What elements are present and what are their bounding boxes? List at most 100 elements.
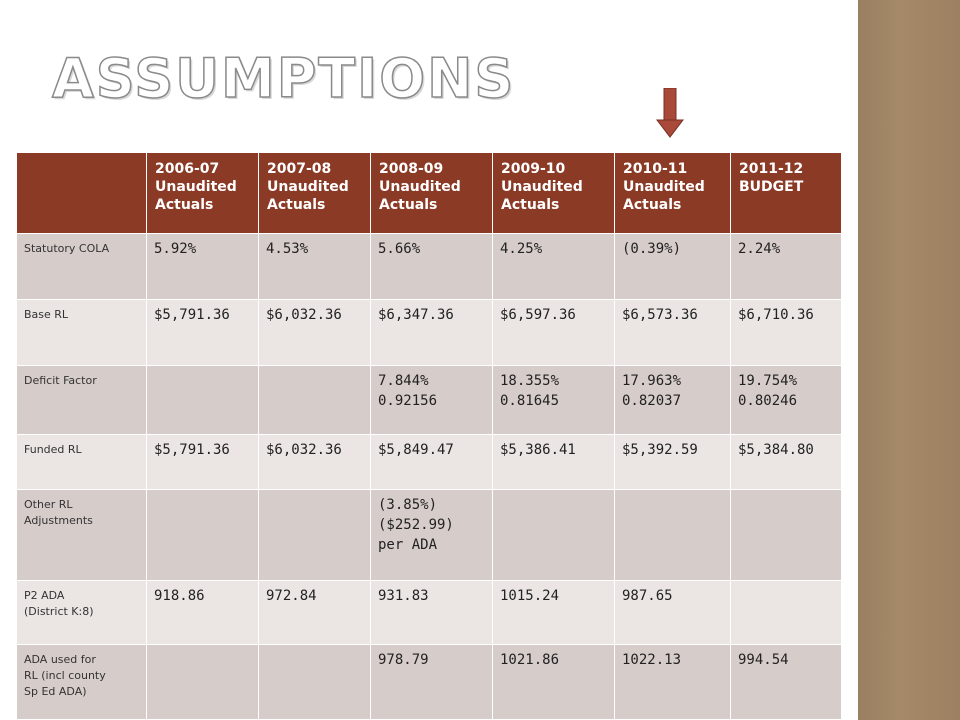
cell-value: $6,597.36 [500, 307, 576, 323]
cell-value: 4.53% [266, 241, 309, 257]
cell-value: 7.844% [378, 373, 429, 389]
table-cell [258, 365, 371, 435]
table-cell: 994.54 [730, 644, 842, 720]
table-cell [730, 580, 842, 645]
table-cell: 5.66% [370, 233, 493, 300]
cell-value: 987.65 [622, 588, 673, 604]
header-line: 2011-12 [739, 161, 804, 177]
cell-value: 972.84 [266, 588, 317, 604]
header-line: Actuals [155, 197, 214, 213]
table-cell: 1015.24 [492, 580, 615, 645]
cell-value: 19.754% [738, 373, 798, 389]
table-cell: $6,573.36 [614, 299, 731, 366]
table-cell: 2.24% [730, 233, 842, 300]
row-label-line: Base RL [24, 308, 69, 321]
cell-value: (3.85%) [378, 497, 438, 513]
header-cell: 2007-08 Unaudited Actuals [258, 152, 371, 234]
row-label-line: (District K:8) [24, 605, 94, 618]
table-cell: $6,032.36 [258, 299, 371, 366]
cell-value: 931.83 [378, 588, 429, 604]
row-label-line: Adjustments [24, 514, 93, 527]
header-cell: 2009-10 Unaudited Actuals [492, 152, 615, 234]
table-cell: 972.84 [258, 580, 371, 645]
header-line: Actuals [379, 197, 438, 213]
cell-value: $5,386.41 [500, 442, 576, 458]
row-label: Funded RL [16, 434, 147, 490]
arrow-down-icon [656, 88, 684, 138]
table-cell: 987.65 [614, 580, 731, 645]
row-label: P2 ADA (District K:8) [16, 580, 147, 645]
header-line: Actuals [501, 197, 560, 213]
row-label-line: Sp Ed ADA) [24, 685, 87, 698]
cell-value: 1022.13 [622, 652, 682, 668]
slide-title: ASSUMPTIONS [51, 47, 516, 110]
table-cell [258, 644, 371, 720]
cell-value: 0.82037 [622, 393, 682, 409]
table-cell: 5.92% [146, 233, 259, 300]
header-cell: 2006-07 Unaudited Actuals [146, 152, 259, 234]
cell-value: $5,384.80 [738, 442, 814, 458]
cell-value: (0.39%) [622, 241, 682, 257]
cell-value: $5,791.36 [154, 307, 230, 323]
table-row: Statutory COLA 5.92% 4.53% 5.66% 4.25% (0.39%… [16, 233, 842, 300]
table-cell [146, 489, 259, 581]
row-label-line: Other RL [24, 498, 73, 511]
table-cell: $6,347.36 [370, 299, 493, 366]
header-line: Actuals [623, 197, 682, 213]
table-cell: 918.86 [146, 580, 259, 645]
header-line: 2007-08 [267, 161, 332, 177]
header-cell: 2011-12 BUDGET [730, 152, 842, 234]
header-cell: 2010-11 Unaudited Actuals [614, 152, 731, 234]
table-row: Deficit Factor 7.844% 0.92156 18.355% 0.8164… [16, 365, 842, 435]
table-cell [492, 489, 615, 581]
row-label-line: RL (incl county [24, 669, 106, 682]
cell-value: 1021.86 [500, 652, 560, 668]
cell-value: 5.66% [378, 241, 421, 257]
header-line: 2009-10 [501, 161, 566, 177]
cell-value: 0.80246 [738, 393, 798, 409]
table-row: Funded RL $5,791.36 $6,032.36 $5,849.47 $5,3… [16, 434, 842, 490]
table-header-row: 2006-07 Unaudited Actuals 2007-08 Unaudited… [16, 152, 842, 234]
table-cell: 4.25% [492, 233, 615, 300]
table-cell [614, 489, 731, 581]
cell-value: 978.79 [378, 652, 429, 668]
cell-value: 1015.24 [500, 588, 560, 604]
table-cell: 1022.13 [614, 644, 731, 720]
cell-value: 0.81645 [500, 393, 560, 409]
table-cell: 931.83 [370, 580, 493, 645]
header-line: BUDGET [739, 179, 804, 195]
row-label: Other RL Adjustments [16, 489, 147, 581]
header-cell-empty [16, 152, 147, 234]
row-label: Statutory COLA [16, 233, 147, 300]
table-row: P2 ADA (District K:8) 918.86 972.84 931.83 10… [16, 580, 842, 645]
table-cell: $5,386.41 [492, 434, 615, 490]
table-cell [730, 489, 842, 581]
table-cell: $6,710.36 [730, 299, 842, 366]
table-cell: (3.85%) ($252.99) per ADA [370, 489, 493, 581]
cell-value: $6,032.36 [266, 307, 342, 323]
cell-value: per ADA [378, 537, 438, 553]
table-cell: $6,032.36 [258, 434, 371, 490]
cell-value: 18.355% [500, 373, 560, 389]
row-label: Deficit Factor [16, 365, 147, 435]
table-row: Base RL $5,791.36 $6,032.36 $6,347.36 $6,597… [16, 299, 842, 366]
cell-value: 2.24% [738, 241, 781, 257]
table-row: ADA used for RL (incl county Sp Ed ADA) 978… [16, 644, 842, 720]
table-cell: $6,597.36 [492, 299, 615, 366]
header-line: Unaudited [155, 179, 237, 195]
table-cell [146, 644, 259, 720]
table-row: Other RL Adjustments (3.85%) ($252.99) per A… [16, 489, 842, 581]
cell-value: $6,710.36 [738, 307, 814, 323]
cell-value: 4.25% [500, 241, 543, 257]
table-cell: $5,791.36 [146, 434, 259, 490]
row-label-line: P2 ADA [24, 589, 65, 602]
table-cell [146, 365, 259, 435]
table-cell: 17.963% 0.82037 [614, 365, 731, 435]
cell-value: $6,032.36 [266, 442, 342, 458]
cell-value: $5,849.47 [378, 442, 454, 458]
assumptions-table: 2006-07 Unaudited Actuals 2007-08 Unaudited… [16, 152, 842, 720]
header-line: Unaudited [267, 179, 349, 195]
table-body: Statutory COLA 5.92% 4.53% 5.66% 4.25% (0.39%… [16, 233, 842, 720]
cell-value: 17.963% [622, 373, 682, 389]
row-label-line: Statutory COLA [24, 242, 110, 255]
